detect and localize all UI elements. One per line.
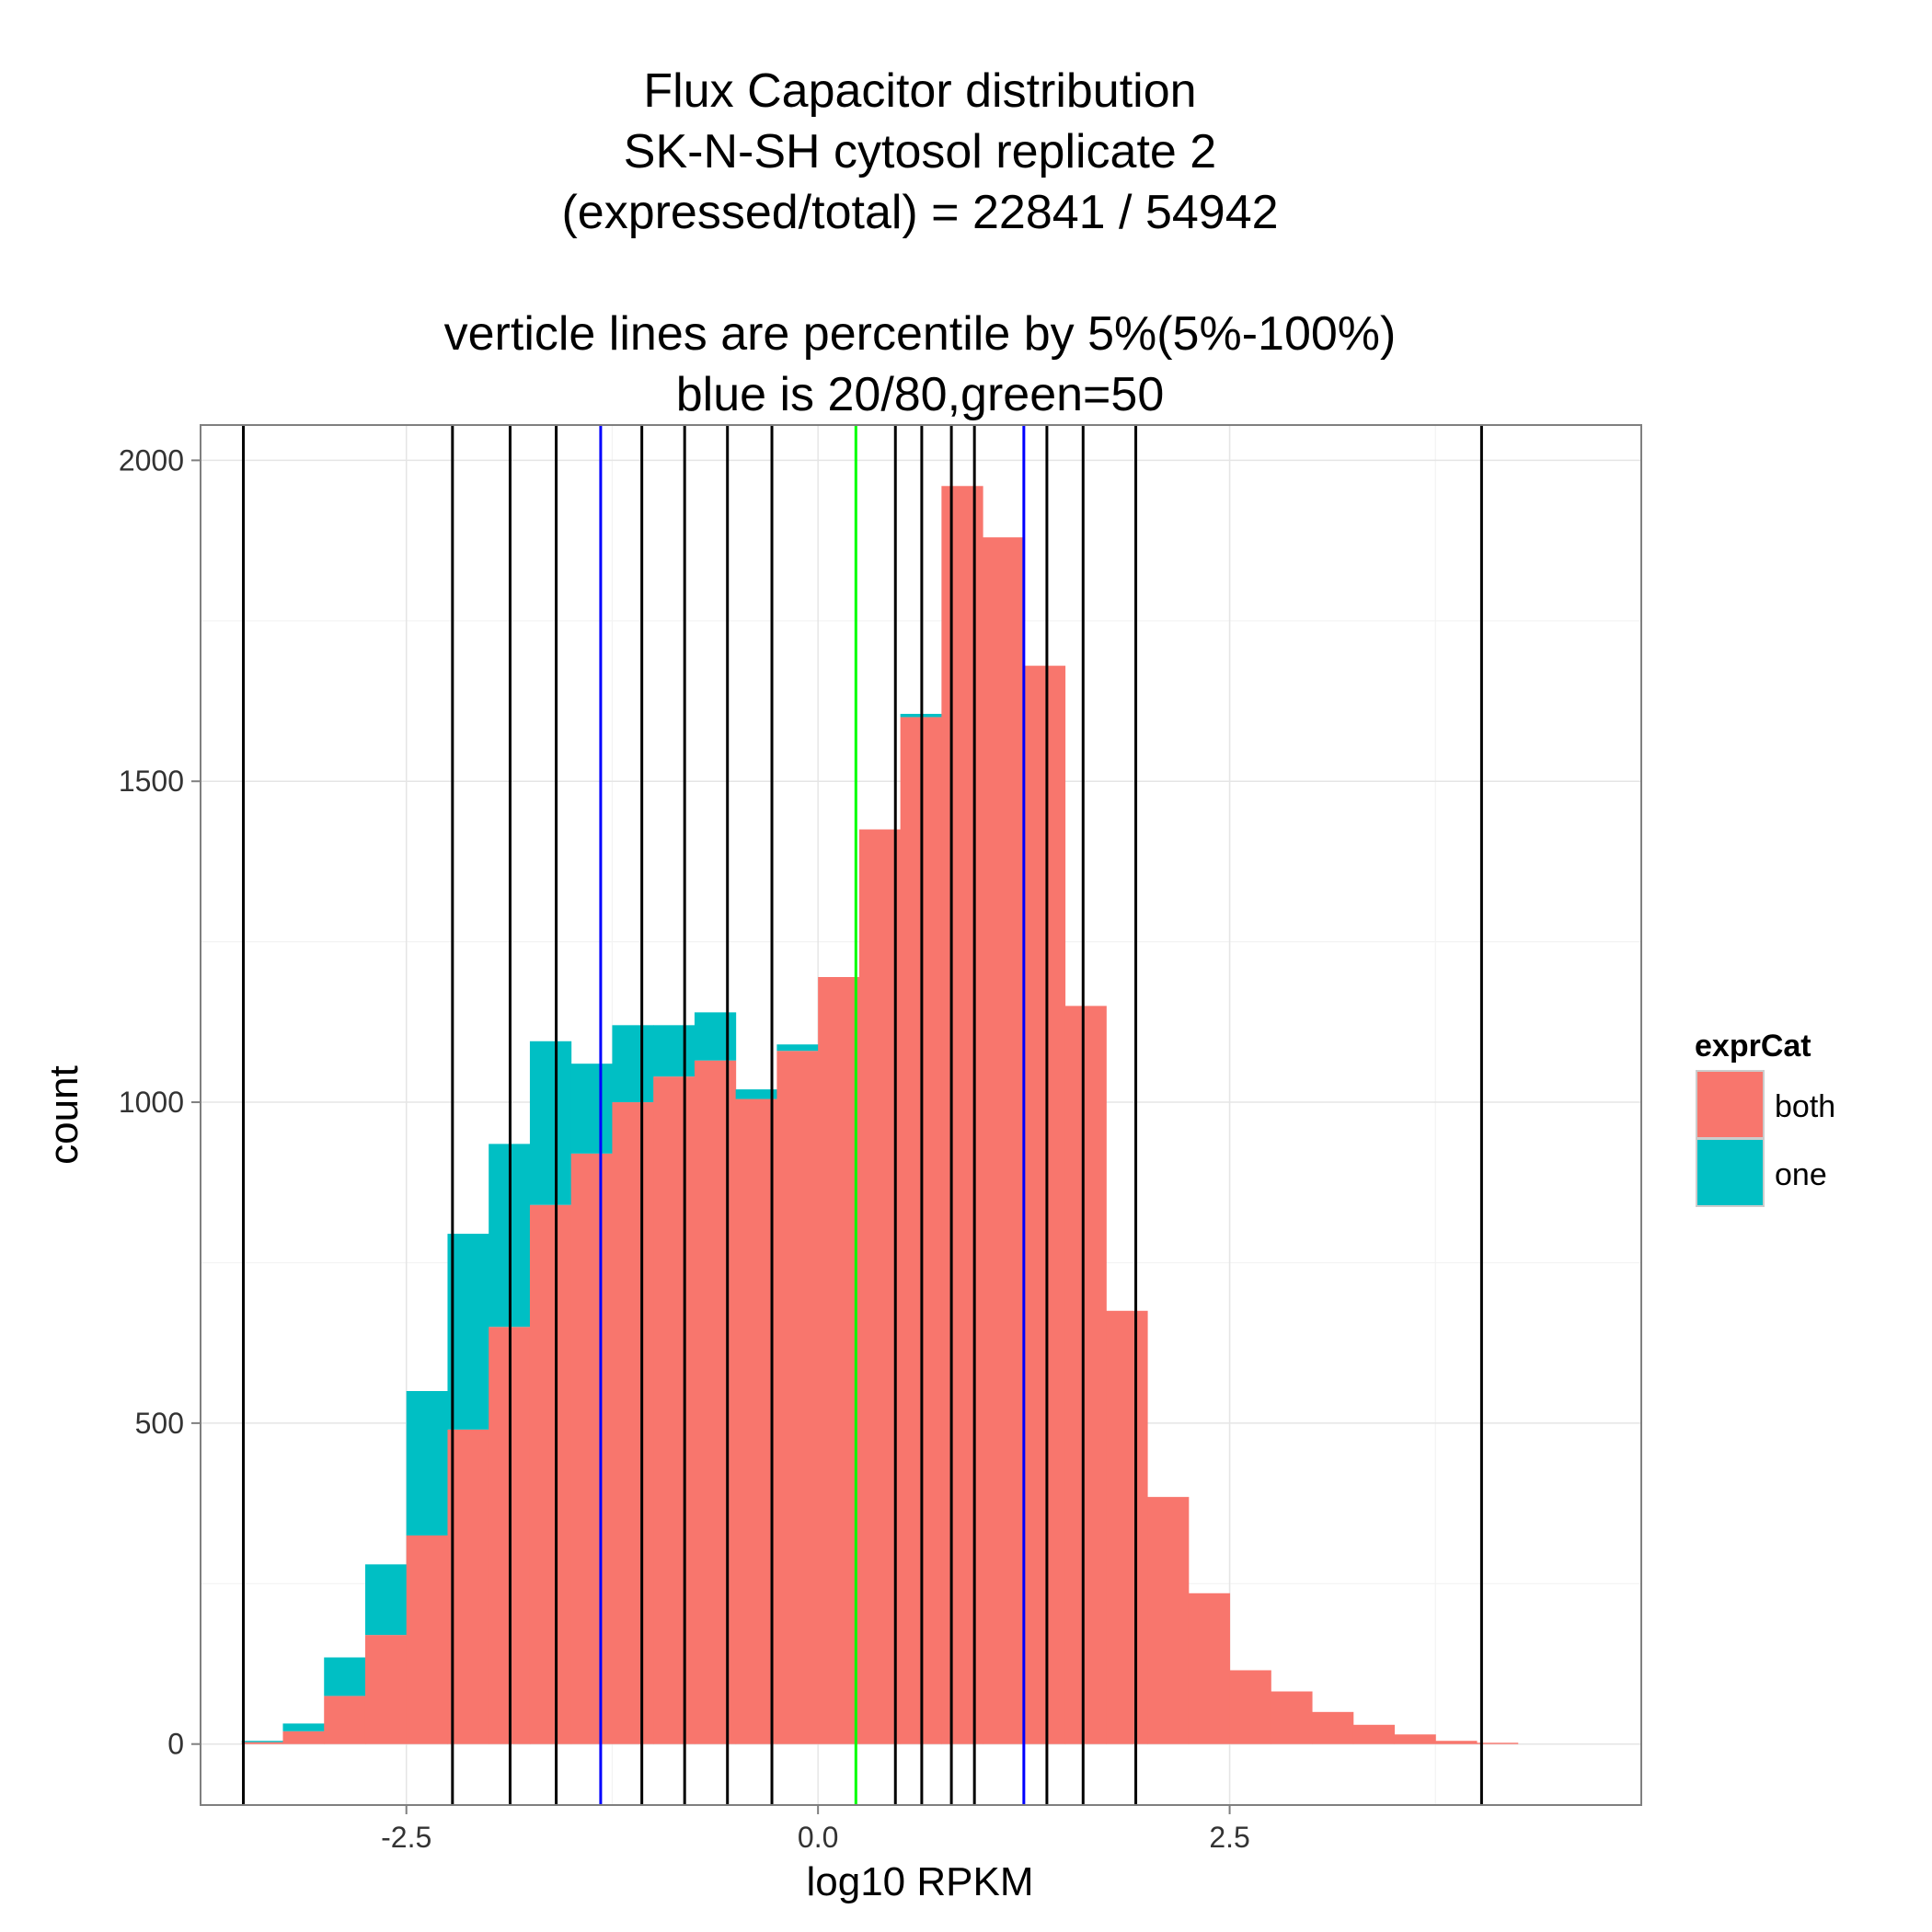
bar-both (1147, 1497, 1190, 1744)
bar-one (776, 1044, 819, 1052)
bar-both (1477, 1742, 1519, 1744)
bar-both (776, 1051, 819, 1744)
bar-both (1271, 1691, 1313, 1744)
bar-both (1312, 1711, 1354, 1744)
bar-both (364, 1635, 408, 1744)
y-tick-label: 0 (167, 1728, 184, 1761)
bar-both (653, 1076, 696, 1744)
bar-one (241, 1741, 283, 1742)
bar-one (324, 1657, 366, 1696)
bar-both (1188, 1593, 1231, 1744)
bar-one (364, 1564, 408, 1636)
legend-key-both (1696, 1070, 1765, 1139)
legend-label-both: both (1775, 1089, 1835, 1124)
x-axis-title: log10 RPKM (806, 1859, 1033, 1904)
chart-title-line-5: verticle lines are percentile by 5%(5%-1… (444, 307, 1397, 361)
legend-title: exprCat (1695, 1029, 1811, 1064)
bar-one (653, 1025, 696, 1077)
bar-one (570, 1064, 613, 1154)
y-axis-title: count (41, 1065, 86, 1165)
bar-both (694, 1060, 737, 1744)
x-tick-label: 2.5 (1209, 1821, 1249, 1854)
plot-panel (200, 424, 1642, 1806)
bar-both (1435, 1741, 1478, 1744)
chart-title-line-1: Flux Capacitor distribution (643, 64, 1196, 118)
bar-both (1352, 1724, 1396, 1744)
bar-one (282, 1723, 325, 1731)
chart-title-line-2: SK-N-SH cytosol replicate 2 (624, 125, 1216, 178)
chart-title-line-3: (expressed/total) = 22841 / 54942 (561, 186, 1278, 239)
bar-both (1023, 665, 1066, 1744)
plot-border (200, 424, 1642, 1806)
bar-both (1229, 1670, 1271, 1744)
bar-both (406, 1535, 448, 1744)
legend-label-one: one (1775, 1157, 1827, 1192)
bar-both (735, 1098, 777, 1744)
bar-both (1106, 1310, 1148, 1744)
histogram-bars (241, 486, 1519, 1744)
bar-both (570, 1153, 613, 1744)
bar-both (1394, 1734, 1436, 1744)
bar-both (324, 1696, 366, 1744)
bar-both (858, 829, 902, 1744)
bar-both (1064, 1006, 1107, 1744)
bar-one (529, 1041, 572, 1205)
percentile-lines (242, 425, 1483, 1805)
bar-one (447, 1234, 489, 1430)
y-tick-label: 1000 (119, 1086, 184, 1119)
y-tick-label: 2000 (119, 443, 184, 477)
x-axis: -2.5 0.0 2.5 (381, 1805, 1250, 1854)
legend-key-one (1696, 1138, 1765, 1207)
bar-both (983, 537, 1025, 1744)
bar-one (406, 1391, 448, 1535)
bar-one (735, 1089, 777, 1099)
bar-one (612, 1025, 654, 1103)
bar-one (694, 1012, 737, 1061)
bar-both (529, 1204, 572, 1744)
bar-both (818, 977, 860, 1744)
chart-title-line-6: blue is 20/80,green=50 (676, 368, 1165, 421)
bar-both (447, 1429, 489, 1744)
y-tick-label: 1500 (119, 765, 184, 798)
x-tick-label: 0.0 (798, 1821, 838, 1854)
legend: exprCat both one (1695, 1029, 1835, 1207)
y-tick-label: 500 (135, 1407, 184, 1440)
x-tick-label: -2.5 (381, 1821, 431, 1854)
bar-both (941, 486, 983, 1744)
bar-both (282, 1731, 325, 1744)
y-axis: 0 500 1000 1500 2000 (119, 443, 201, 1761)
bar-both (241, 1742, 283, 1744)
bar-both (612, 1102, 654, 1744)
